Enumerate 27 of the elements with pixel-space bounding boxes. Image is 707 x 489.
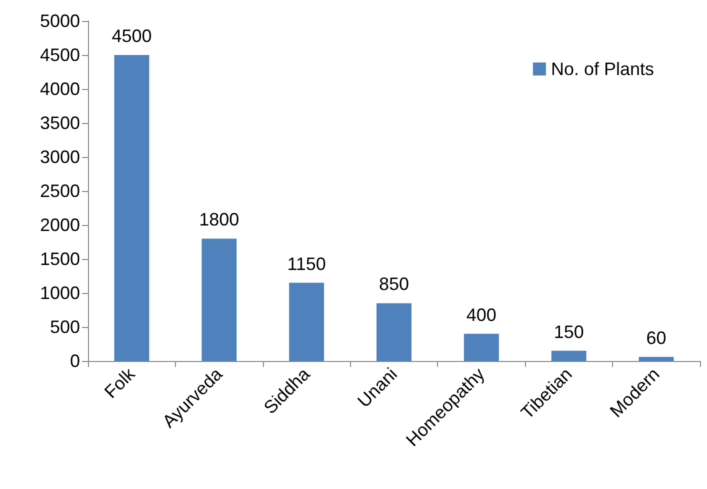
data-label: 4500 [112,26,152,46]
bar [289,282,324,361]
y-tick-label: 500 [50,317,80,337]
y-tick-label: 0 [70,351,80,371]
y-tick-label: 3500 [40,113,80,133]
y-tick-label: 1000 [40,283,80,303]
bar [638,356,674,361]
data-label: 60 [646,328,666,348]
data-label: 850 [378,274,410,294]
y-tick-label: 4500 [40,45,80,65]
y-tick-label: 3000 [40,147,80,167]
y-tick-label: 1500 [40,249,80,269]
legend-label: No. of Plants [550,59,654,79]
x-tick-label: Folk [100,363,140,402]
y-tick-label: 2000 [40,215,80,235]
data-label: 150 [554,322,584,342]
y-tick-label: 5000 [40,11,80,31]
data-label: 1800 [199,210,240,230]
bar [376,303,412,361]
bar [202,238,237,361]
y-tick-label: 2500 [40,181,80,201]
bar [464,334,499,361]
bar [114,55,150,361]
y-tick-label: 4000 [40,79,80,99]
bar [551,350,586,361]
data-label: 400 [466,304,496,325]
data-label: 1150 [287,254,326,274]
